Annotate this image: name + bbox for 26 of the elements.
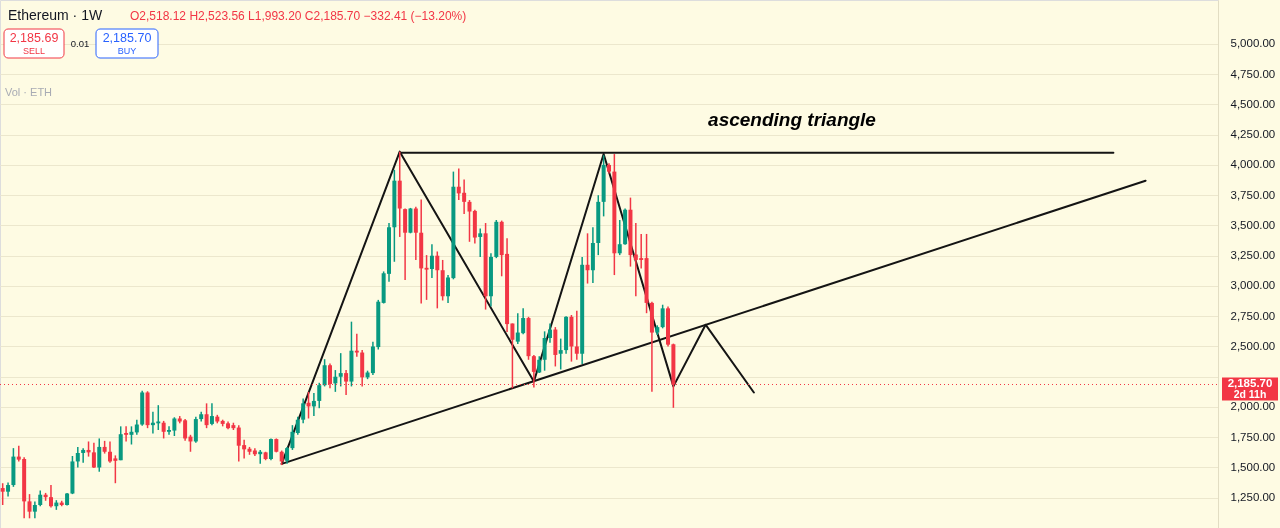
y-tick-label: 4,000.00 [1230, 158, 1276, 171]
y-tick-label: 2,500.00 [1230, 339, 1276, 352]
text: 2d 11h [1233, 388, 1267, 401]
annotation: SELL [22, 46, 46, 56]
ref-line-label: 2,185.70 [1227, 376, 1273, 389]
annotation: BUY [117, 46, 137, 56]
y-tick-label: 3,750.00 [1230, 188, 1276, 201]
annotation: 2,185.70 [102, 31, 152, 45]
y-tick-label: 3,250.00 [1230, 249, 1276, 262]
y-tick-label: 4,750.00 [1230, 67, 1276, 80]
y-tick-label: 5,000.00 [1230, 37, 1276, 50]
y-tick-label: 1,750.00 [1230, 430, 1276, 443]
y-tick-label: 1,500.00 [1230, 460, 1276, 473]
text: Ethereum · 1W [8, 7, 103, 23]
y-tick-label: 1,250.00 [1230, 491, 1276, 504]
y-tick-label: 2,750.00 [1230, 309, 1276, 322]
annotation: Vol · ETH [5, 86, 53, 98]
annotation: ascending triangle [708, 109, 877, 130]
annotation: 2,185.69 [9, 31, 59, 45]
annotation: 0.01 [70, 38, 90, 49]
y-tick-label: 3,000.00 [1230, 279, 1276, 292]
text: O2,518.12 H2,523.56 L1,993.20 C2,185.70 −332.41 (−13.20%) [130, 9, 467, 23]
y-tick-label: 3,500.00 [1230, 218, 1276, 231]
y-tick-label: 4,250.00 [1230, 128, 1276, 141]
y-tick-label: 2,000.00 [1230, 400, 1276, 413]
y-tick-label: 4,500.00 [1230, 97, 1276, 110]
